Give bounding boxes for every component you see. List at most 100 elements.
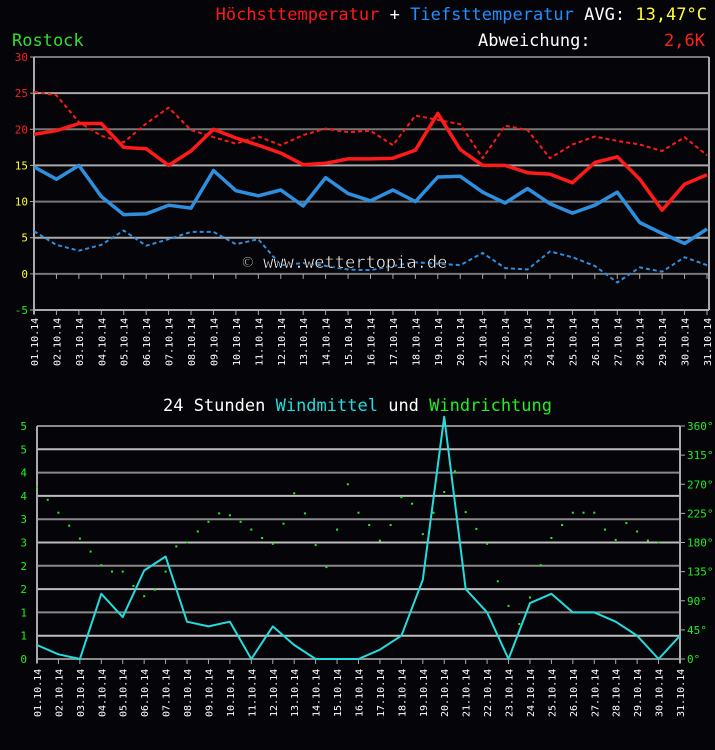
direction-dot <box>293 492 296 495</box>
x-tick-label: 18.10.14 <box>411 318 422 366</box>
x-tick-label: 30.10.14 <box>655 669 666 717</box>
x-tick-label: 05.10.14 <box>119 669 130 717</box>
x-tick-label: 15.10.14 <box>344 318 355 366</box>
y-tick-label: 15 <box>15 159 28 172</box>
direction-dot <box>432 511 435 514</box>
x-tick-label: 28.10.14 <box>636 318 647 366</box>
direction-dot <box>175 545 178 548</box>
y-tick-label: 10 <box>15 196 28 209</box>
x-tick-label: 13.10.14 <box>290 669 301 717</box>
x-tick-label: 20.10.14 <box>440 669 451 717</box>
avg-label: AVG: <box>584 5 626 25</box>
direction-dot <box>89 550 92 553</box>
x-tick-label: 21.10.14 <box>462 669 473 717</box>
y-tick-label: 3 <box>20 513 27 526</box>
direction-dot <box>496 580 499 583</box>
wind-title-und: und <box>388 396 419 416</box>
direction-dot <box>421 533 424 536</box>
direction-dot <box>36 485 38 488</box>
x-tick-label: 25.10.14 <box>568 318 579 366</box>
x-tick-label: 10.10.14 <box>226 669 237 717</box>
title-min: Tiefsttemperatur <box>410 5 574 25</box>
x-tick-label: 27.10.14 <box>613 318 624 366</box>
direction-dot <box>625 522 628 525</box>
x-tick-label: 08.10.14 <box>183 669 194 717</box>
direction-dot <box>464 511 467 514</box>
y2-tick-label: 135° <box>687 566 714 579</box>
x-tick-label: 31.10.14 <box>676 669 687 717</box>
x-tick-label: 09.10.14 <box>209 318 220 366</box>
y-tick-label: 0 <box>20 653 27 666</box>
wind-title-windmittel: Windmittel <box>275 396 378 416</box>
series-line <box>33 90 708 160</box>
direction-dot <box>111 570 113 573</box>
direction-dot <box>539 564 542 567</box>
direction-dot <box>132 584 135 587</box>
direction-dot <box>228 514 231 517</box>
y2-tick-label: 0° <box>687 653 700 666</box>
direction-dot <box>346 483 349 486</box>
watermark: © www.wettertopia.de <box>243 253 448 273</box>
direction-dot <box>443 491 446 493</box>
x-tick-label: 30.10.14 <box>681 318 692 366</box>
temperature-chart: 30 25 20 15 10 5 0 -501.10.14 02.10.14 03.10.14 04… <box>15 51 714 366</box>
direction-dot <box>325 566 328 569</box>
y-tick-label: 5 <box>20 443 27 456</box>
y2-tick-label: 225° <box>687 507 714 520</box>
direction-dot <box>303 512 306 515</box>
x-tick-label: 02.10.14 <box>54 669 65 717</box>
x-tick-label: 19.10.14 <box>419 669 430 717</box>
deviation-value: 2,6K <box>664 31 705 51</box>
direction-dot <box>314 544 317 547</box>
x-tick-label: 25.10.14 <box>547 669 558 717</box>
x-tick-label: 31.10.14 <box>703 318 714 366</box>
direction-dot <box>261 537 264 539</box>
direction-dot <box>153 588 156 591</box>
x-tick-label: 07.10.14 <box>165 318 176 366</box>
x-tick-label: 22.10.14 <box>483 669 494 717</box>
x-tick-label: 04.10.14 <box>97 669 108 717</box>
x-tick-label: 09.10.14 <box>204 669 215 717</box>
direction-dot <box>121 570 124 573</box>
direction-dot <box>239 520 242 523</box>
x-tick-label: 11.10.14 <box>247 669 258 717</box>
direction-dot <box>636 530 639 533</box>
x-tick-label: 23.10.14 <box>505 669 516 717</box>
direction-dot <box>207 520 210 523</box>
x-tick-label: 24.10.14 <box>526 669 537 717</box>
chart-title: Höchsttemperatur + Tiefsttemperatur AVG:… <box>216 5 707 25</box>
x-tick-label: 13.10.14 <box>299 318 310 366</box>
y2-tick-label: 180° <box>687 537 714 550</box>
y2-tick-label: 270° <box>687 478 714 491</box>
direction-dot <box>46 498 49 501</box>
x-tick-label: 28.10.14 <box>612 669 623 717</box>
y2-tick-label: 315° <box>687 449 714 462</box>
x-tick-label: 27.10.14 <box>590 669 601 717</box>
direction-dot <box>68 524 71 527</box>
title-plus: + <box>389 5 400 25</box>
x-tick-label: 29.10.14 <box>633 669 644 717</box>
direction-dot <box>218 512 221 515</box>
direction-dot <box>57 511 60 514</box>
y-tick-label: 4 <box>20 467 27 480</box>
x-tick-label: 10.10.14 <box>232 318 243 366</box>
direction-dot <box>561 524 564 526</box>
station-name: Rostock <box>12 31 84 51</box>
direction-dot <box>271 542 274 545</box>
x-tick-label: 23.10.14 <box>524 318 535 366</box>
direction-dot <box>486 542 489 545</box>
x-tick-label: 26.10.14 <box>591 318 602 366</box>
y-tick-label: 30 <box>15 51 28 64</box>
y-tick-label: 20 <box>15 123 28 136</box>
direction-dot <box>518 623 521 625</box>
y-tick-label: 5 <box>21 232 28 245</box>
direction-dot <box>78 537 81 540</box>
x-tick-label: 29.10.14 <box>658 318 669 366</box>
x-tick-label: 26.10.14 <box>569 669 580 717</box>
direction-dot <box>143 595 146 598</box>
series-line <box>33 111 708 212</box>
x-tick-label: 14.10.14 <box>312 669 323 717</box>
x-tick-label: 08.10.14 <box>187 318 198 366</box>
x-tick-label: 18.10.14 <box>397 669 408 717</box>
x-tick-label: 01.10.14 <box>30 318 41 366</box>
